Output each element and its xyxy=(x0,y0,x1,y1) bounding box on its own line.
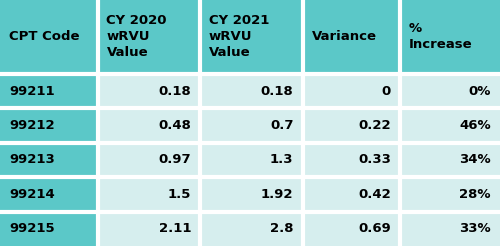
Bar xyxy=(98,143,200,177)
Text: 99213: 99213 xyxy=(9,154,55,166)
Bar xyxy=(200,177,302,212)
Text: 99215: 99215 xyxy=(9,222,54,235)
Bar xyxy=(0,212,98,246)
Bar xyxy=(400,0,500,74)
Bar xyxy=(98,74,200,108)
Bar xyxy=(98,108,200,143)
Text: CPT Code: CPT Code xyxy=(9,31,80,43)
Bar xyxy=(302,177,400,212)
Bar xyxy=(0,108,98,143)
Bar xyxy=(200,212,302,246)
Bar xyxy=(200,108,302,143)
Text: 0.33: 0.33 xyxy=(358,154,391,166)
Bar xyxy=(0,177,98,212)
Text: 0%: 0% xyxy=(468,85,491,97)
Bar xyxy=(98,0,200,74)
Text: 0.18: 0.18 xyxy=(261,85,294,97)
Text: 0.48: 0.48 xyxy=(158,119,191,132)
Bar xyxy=(0,0,98,74)
Text: 0.7: 0.7 xyxy=(270,119,293,132)
Text: CY 2020
wRVU
Value: CY 2020 wRVU Value xyxy=(106,15,167,59)
Bar xyxy=(400,108,500,143)
Text: 46%: 46% xyxy=(460,119,491,132)
Bar xyxy=(302,212,400,246)
Bar xyxy=(400,143,500,177)
Text: 33%: 33% xyxy=(460,222,491,235)
Bar xyxy=(302,74,400,108)
Bar xyxy=(0,143,98,177)
Text: CY 2021
wRVU
Value: CY 2021 wRVU Value xyxy=(209,15,270,59)
Bar xyxy=(200,74,302,108)
Text: 0.42: 0.42 xyxy=(358,188,391,201)
Bar xyxy=(302,108,400,143)
Bar xyxy=(0,74,98,108)
Bar xyxy=(302,143,400,177)
Bar xyxy=(302,0,400,74)
Text: 0: 0 xyxy=(382,85,391,97)
Text: 0.97: 0.97 xyxy=(158,154,191,166)
Bar xyxy=(400,212,500,246)
Text: 1.5: 1.5 xyxy=(168,188,191,201)
Text: 34%: 34% xyxy=(460,154,491,166)
Text: 1.3: 1.3 xyxy=(270,154,293,166)
Text: 99214: 99214 xyxy=(9,188,55,201)
Text: 2.8: 2.8 xyxy=(270,222,293,235)
Text: 2.11: 2.11 xyxy=(158,222,191,235)
Text: 0.22: 0.22 xyxy=(358,119,391,132)
Text: %
Increase: % Increase xyxy=(409,22,472,51)
Text: 1.92: 1.92 xyxy=(261,188,294,201)
Bar xyxy=(400,177,500,212)
Text: 99212: 99212 xyxy=(9,119,54,132)
Bar xyxy=(200,0,302,74)
Text: Variance: Variance xyxy=(312,31,376,43)
Text: 99211: 99211 xyxy=(9,85,54,97)
Bar xyxy=(98,177,200,212)
Bar xyxy=(200,143,302,177)
Bar xyxy=(400,74,500,108)
Text: 0.69: 0.69 xyxy=(358,222,391,235)
Text: 28%: 28% xyxy=(460,188,491,201)
Text: 0.18: 0.18 xyxy=(158,85,191,97)
Bar xyxy=(98,212,200,246)
